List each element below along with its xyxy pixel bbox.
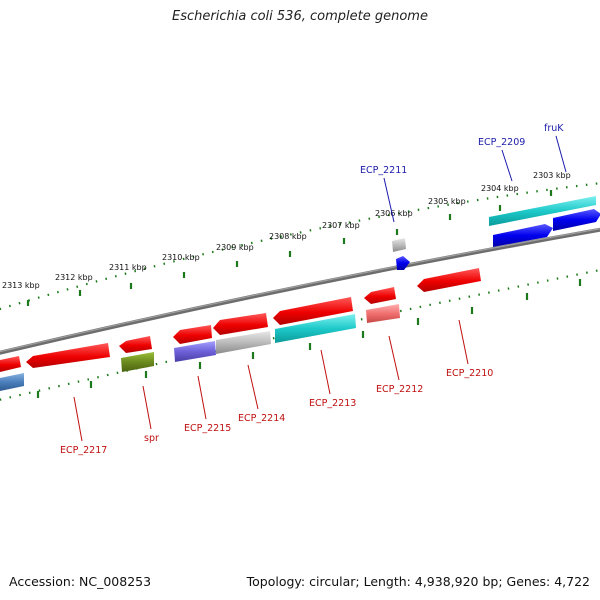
bottom-leader-lines bbox=[73, 319, 469, 442]
feature-arrow bbox=[493, 224, 553, 247]
feature-arrow bbox=[273, 297, 353, 325]
kbp-label: 2312 kbp bbox=[55, 273, 93, 282]
kbp-label: 2310 kbp bbox=[162, 253, 200, 262]
kbp-label: 2313 kbp bbox=[2, 281, 40, 290]
kbp-label: 2306 kbp bbox=[375, 209, 413, 218]
kbp-labels: 2303 kbp 2304 kbp 2305 kbp 2306 kbp 2307… bbox=[2, 171, 571, 290]
feature-arrow bbox=[213, 313, 268, 335]
feature-arrow bbox=[489, 196, 596, 226]
topology-text: Topology: circular; Length: 4,938,920 bp… bbox=[246, 574, 590, 589]
feature-arrow bbox=[553, 209, 600, 231]
feature-arrow bbox=[364, 287, 396, 304]
bottom-gene-labels: ECP_2210 ECP_2212 ECP_2213 ECP_2214 ECP_… bbox=[60, 368, 493, 456]
outer-major-ticks bbox=[26, 190, 553, 306]
reverse-strand-features bbox=[0, 268, 481, 391]
feature-arrow bbox=[174, 341, 216, 362]
gene-label: ECP_2210 bbox=[446, 368, 493, 379]
feature-arrow bbox=[366, 304, 400, 323]
kbp-label: 2309 kbp bbox=[216, 243, 254, 252]
accession-text: Accession: NC_008253 bbox=[9, 574, 152, 589]
top-gene-labels: fruK ECP_2209 ECP_2211 bbox=[360, 123, 564, 176]
feature-arrow bbox=[396, 256, 410, 270]
kbp-label: 2307 kbp bbox=[322, 221, 360, 230]
feature-arrow bbox=[0, 356, 21, 372]
feature-arrow bbox=[392, 238, 406, 252]
kbp-label: 2311 kbp bbox=[109, 263, 147, 272]
feature-arrow bbox=[417, 268, 481, 292]
feature-arrow bbox=[121, 352, 154, 372]
top-leader-lines bbox=[383, 135, 567, 223]
gene-label: ECP_2215 bbox=[184, 423, 231, 434]
gene-label: ECP_2217 bbox=[60, 445, 107, 456]
gene-label: ECP_2209 bbox=[478, 137, 525, 148]
kbp-label: 2303 kbp bbox=[533, 171, 571, 180]
gene-label: ECP_2212 bbox=[376, 384, 423, 395]
kbp-label: 2304 kbp bbox=[481, 184, 519, 193]
map-title: Escherichia coli 536, complete genome bbox=[172, 9, 428, 24]
gene-label: spr bbox=[144, 433, 159, 444]
forward-strand-features bbox=[392, 196, 600, 270]
feature-arrow bbox=[119, 336, 152, 353]
outer-scale-ring bbox=[0, 182, 600, 311]
gene-label: ECP_2211 bbox=[360, 165, 407, 176]
gene-label: ECP_2214 bbox=[238, 413, 285, 424]
gene-label: fruK bbox=[544, 123, 564, 134]
feature-arrow bbox=[0, 373, 24, 391]
kbp-label: 2305 kbp bbox=[428, 197, 466, 206]
feature-arrow bbox=[26, 343, 110, 368]
feature-arrow bbox=[173, 325, 212, 344]
feature-arrow bbox=[275, 314, 356, 343]
genome-backbone bbox=[0, 227, 600, 355]
gene-label: ECP_2213 bbox=[309, 398, 356, 409]
inner-major-ticks bbox=[36, 279, 582, 398]
kbp-label: 2308 kbp bbox=[269, 232, 307, 241]
feature-arrow bbox=[216, 331, 271, 354]
